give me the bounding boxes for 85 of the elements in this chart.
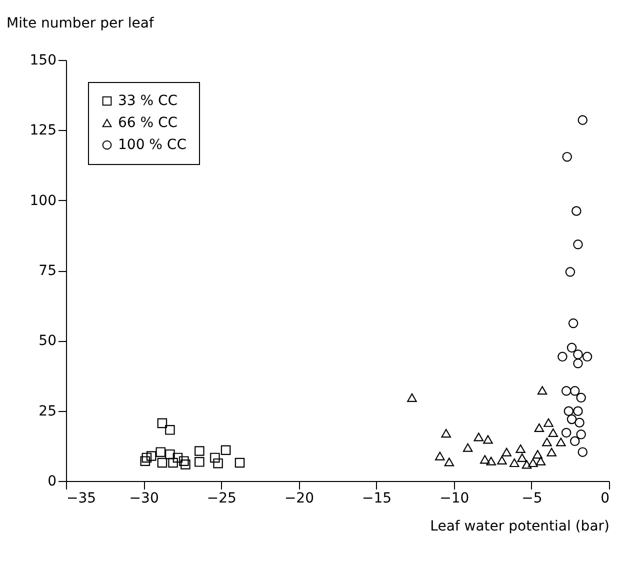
point (572, 206, 582, 216)
legend-label: 66 % CC (118, 115, 178, 131)
point (179, 456, 189, 466)
y-tick-label: 75 (38, 263, 56, 279)
point (556, 438, 566, 446)
point (194, 457, 204, 467)
point (537, 386, 548, 395)
point (573, 358, 583, 368)
point (220, 445, 231, 456)
point (561, 386, 572, 396)
point (570, 436, 580, 446)
y-tick-label: 125 (30, 122, 56, 139)
point (576, 430, 586, 440)
point (548, 428, 558, 438)
x-tick-label: −25 (206, 490, 236, 506)
point (502, 448, 512, 456)
point (213, 458, 223, 468)
y-tick-label: 25 (38, 403, 56, 420)
point (142, 452, 152, 463)
point (561, 428, 572, 438)
point (157, 458, 168, 468)
x-tick-label: −5 (522, 490, 542, 506)
point (558, 352, 568, 362)
point (168, 458, 178, 468)
point (574, 418, 584, 428)
y-tick-label: 150 (30, 52, 56, 68)
point (180, 460, 190, 470)
point (140, 456, 150, 466)
point (578, 115, 588, 125)
point (441, 428, 451, 438)
point (497, 456, 507, 465)
legend-label: 33 % CC (118, 93, 178, 109)
x-tick-label: −10 (440, 490, 470, 506)
x-tick-label: −15 (362, 490, 392, 506)
y-tick-label: 0 (48, 474, 56, 490)
point (407, 393, 417, 402)
point (528, 458, 538, 468)
x-tick-label: −20 (284, 490, 314, 506)
point (573, 406, 583, 416)
point (509, 458, 520, 468)
point (562, 152, 572, 162)
point (573, 350, 583, 360)
point (444, 458, 454, 466)
point (546, 448, 556, 456)
point (532, 450, 543, 459)
point (435, 452, 445, 460)
x-tick-label: −35 (66, 490, 96, 506)
point (157, 418, 168, 428)
point (578, 447, 588, 457)
point (474, 432, 484, 442)
point (570, 386, 580, 396)
point (534, 423, 544, 432)
point (172, 452, 183, 463)
point (146, 451, 156, 461)
point (542, 438, 552, 446)
point (165, 425, 175, 435)
point (516, 444, 526, 454)
point (582, 352, 592, 362)
point (544, 418, 554, 427)
point (165, 449, 175, 460)
point (486, 456, 496, 466)
y-tick-label: 50 (38, 333, 56, 350)
legend-label: 100 % CC (118, 137, 187, 153)
point (565, 267, 576, 277)
point (564, 406, 574, 416)
point (462, 443, 473, 452)
point (566, 342, 577, 353)
point (156, 447, 166, 457)
y-tick-label: 100 (30, 192, 56, 209)
point (566, 414, 577, 424)
point (522, 460, 532, 469)
point (568, 318, 578, 328)
point (517, 453, 527, 462)
point (536, 456, 546, 466)
point (573, 240, 583, 250)
point (194, 446, 204, 456)
x-axis-title: Leaf water potential (bar) (430, 518, 610, 534)
y-axis-title: Mite number per leaf (6, 16, 155, 32)
point (483, 435, 493, 444)
x-tick-label: 0 (600, 490, 610, 506)
point (480, 455, 490, 464)
point (576, 392, 586, 403)
point (210, 452, 220, 463)
x-tick-label: −30 (129, 490, 159, 506)
point (234, 458, 245, 468)
